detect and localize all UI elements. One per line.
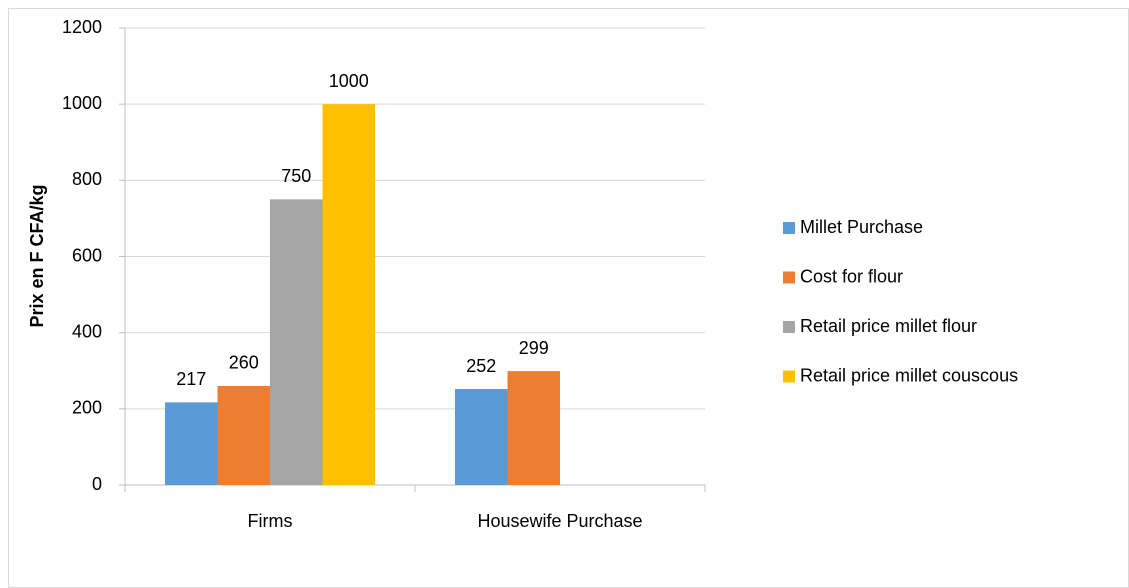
y-axis-label: Prix en F CFA/kg — [27, 184, 47, 327]
data-label: 252 — [466, 356, 496, 376]
legend-swatch — [783, 321, 795, 333]
x-tick-label: Housewife Purchase — [477, 511, 642, 531]
bar — [322, 104, 375, 486]
bar — [507, 371, 560, 485]
data-label: 1000 — [329, 71, 369, 91]
legend-swatch — [783, 271, 795, 284]
bar — [165, 402, 218, 485]
bar — [455, 389, 508, 485]
x-tick-label: Firms — [248, 511, 293, 531]
y-tick-label: 0 — [92, 474, 102, 494]
y-tick-label: 1000 — [62, 93, 102, 113]
y-tick-label: 200 — [72, 398, 102, 418]
chart-border — [8, 8, 1129, 588]
legend-swatch — [783, 370, 795, 383]
data-label: 750 — [281, 166, 311, 186]
legend-label: Cost for flour — [800, 266, 903, 286]
y-tick-label: 600 — [72, 245, 102, 265]
legend-label: Retail price millet couscous — [800, 365, 1018, 385]
data-label: 299 — [519, 338, 549, 358]
data-label: 260 — [229, 353, 259, 373]
y-tick-label: 800 — [72, 169, 102, 189]
bar — [270, 199, 323, 485]
legend-swatch — [783, 222, 795, 234]
bar — [217, 385, 270, 485]
legend-label: Millet Purchase — [800, 217, 923, 237]
y-tick-label: 400 — [72, 321, 102, 341]
legend-label: Retail price millet flour — [800, 316, 977, 336]
y-tick-label: 1200 — [62, 17, 102, 37]
data-label: 217 — [176, 369, 206, 389]
